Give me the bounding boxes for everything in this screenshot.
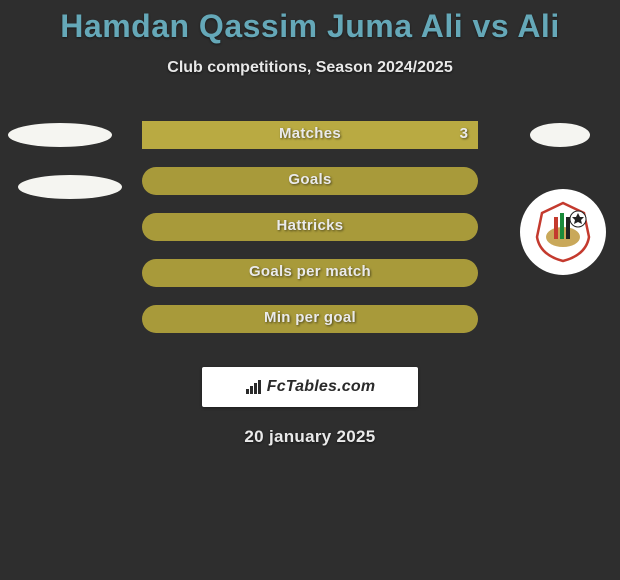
page-subtitle: Club competitions, Season 2024/2025 bbox=[0, 59, 620, 77]
player-right-avatar bbox=[520, 189, 606, 275]
player-left-placeholder-1 bbox=[8, 123, 112, 147]
comparison-infographic: Hamdan Qassim Juma Ali vs Ali Club compe… bbox=[0, 0, 620, 447]
row-label: Goals bbox=[142, 171, 478, 188]
row-label: Matches bbox=[142, 125, 478, 142]
row-label: Min per goal bbox=[142, 309, 478, 326]
player-left-placeholder-2 bbox=[18, 175, 122, 199]
row-min-per-goal: Min per goal bbox=[142, 305, 478, 333]
row-hattricks: Hattricks bbox=[142, 213, 478, 241]
club-logo-icon bbox=[528, 197, 598, 267]
chart-bars-icon bbox=[245, 379, 263, 395]
comparison-chart: Matches 3 Goals Hattricks Goals per matc… bbox=[0, 115, 620, 345]
page-title: Hamdan Qassim Juma Ali vs Ali bbox=[0, 8, 620, 45]
row-goals-per-match: Goals per match bbox=[142, 259, 478, 287]
watermark-badge: FcTables.com bbox=[202, 367, 418, 407]
row-label: Hattricks bbox=[142, 217, 478, 234]
row-goals: Goals bbox=[142, 167, 478, 195]
row-label: Goals per match bbox=[142, 263, 478, 280]
row-matches: Matches 3 bbox=[142, 121, 478, 149]
footer-date: 20 january 2025 bbox=[0, 427, 620, 447]
player-right-placeholder bbox=[530, 123, 590, 147]
watermark-label: FcTables.com bbox=[267, 378, 376, 396]
watermark-text: FcTables.com bbox=[245, 378, 376, 396]
row-right-value: 3 bbox=[460, 125, 468, 142]
